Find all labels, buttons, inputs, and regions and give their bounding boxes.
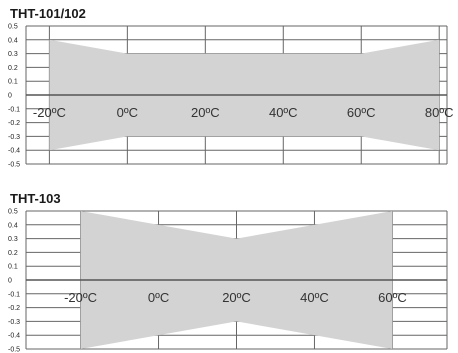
y-tick-label: 0.2 (8, 250, 18, 257)
y-tick-label: -0.3 (8, 319, 20, 326)
x-tick-label: 80ºC (425, 105, 454, 120)
y-tick-label: -0.4 (8, 333, 20, 340)
chart-tht-101-102: THT-101/102 0.5 0.4 0.3 0.2 0.1 0 -0.1 -0.2 -0.3… (8, 6, 454, 169)
y-tick-label: 0.4 (8, 222, 18, 229)
y-tick-label: 0.2 (8, 65, 18, 72)
y-tick-label: 0 (8, 278, 12, 285)
chart-title: THT-103 (10, 191, 61, 206)
x-tick-label: 0ºC (148, 290, 169, 305)
x-tick-label: 0ºC (117, 105, 138, 120)
x-tick-label: 20ºC (191, 105, 220, 120)
y-tick-label: 0.1 (8, 79, 18, 86)
x-tick-label: 40ºC (300, 290, 329, 305)
x-tick-label: 60ºC (347, 105, 376, 120)
y-tick-label: -0.3 (8, 134, 20, 141)
x-tick-label: 20ºC (222, 290, 251, 305)
x-tick-label: -20ºC (64, 290, 97, 305)
chart-title: THT-101/102 (10, 6, 86, 21)
y-tick-label: -0.2 (8, 120, 20, 127)
y-tick-label: 0.5 (8, 24, 18, 31)
y-tick-label: -0.1 (8, 291, 20, 298)
y-tick-label: -0.1 (8, 106, 20, 113)
x-tick-label: 40ºC (269, 105, 298, 120)
y-tick-label: -0.5 (8, 347, 20, 353)
chart-tht-103: THT-103 0.5 0.4 0.3 0.2 0.1 0 -0.1 -0.2 -0.3 -0.4… (8, 191, 448, 353)
y-tick-label: -0.5 (8, 162, 20, 169)
y-tick-label: 0.3 (8, 51, 18, 58)
y-tick-label: -0.2 (8, 305, 20, 312)
x-tick-label: -20ºC (33, 105, 66, 120)
y-tick-label: -0.4 (8, 148, 20, 155)
y-tick-label: 0.4 (8, 37, 18, 44)
y-tick-label: 0.5 (8, 209, 18, 216)
y-tick-label: 0.1 (8, 264, 18, 271)
x-tick-label: 60ºC (378, 290, 407, 305)
y-tick-label: 0.3 (8, 236, 18, 243)
y-tick-label: 0 (8, 93, 12, 100)
